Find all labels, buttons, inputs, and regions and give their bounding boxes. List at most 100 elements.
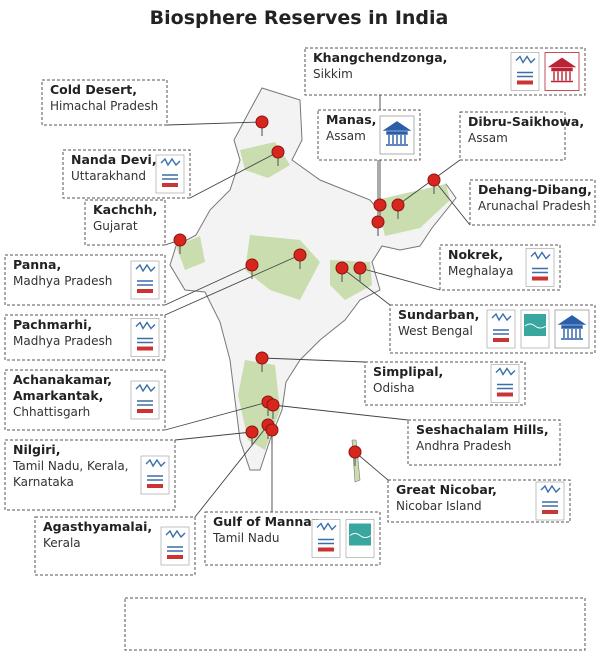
badge-mab [486, 309, 516, 349]
badge-mab [130, 380, 160, 420]
badge-mark [524, 314, 546, 336]
badge-mab [130, 318, 160, 357]
pin-head [173, 233, 187, 247]
leader-line [174, 431, 253, 441]
badge-ramsar [345, 519, 375, 558]
pin-head [391, 198, 405, 212]
reserve-state: Tamil Nadu, Kerala, [12, 459, 129, 473]
reserve-box [469, 179, 596, 226]
leader-line [341, 267, 391, 306]
reserve-state: Tamil Nadu [212, 531, 279, 545]
badge-frame [525, 248, 555, 287]
pin-head [293, 248, 307, 262]
badge-frame [140, 455, 170, 495]
reserve-name: Khangchendzonga, [313, 50, 447, 65]
badge-stripe [137, 346, 153, 351]
reserve-box [41, 79, 168, 126]
badge-stripe [517, 80, 533, 85]
badge-unesco-natural [554, 309, 590, 349]
leader-line [164, 264, 253, 306]
reserve-state: Sikkim [313, 67, 353, 81]
reserve-state: Assam [468, 131, 508, 145]
reserve-name: Nilgiri, [13, 442, 60, 457]
reserve-state: Arunachal Pradesh [478, 199, 591, 213]
badge-stripe [137, 289, 153, 293]
badge-frame [130, 318, 160, 357]
badge-mark [316, 522, 337, 545]
badge-mab [311, 519, 341, 558]
badge-mark [349, 523, 371, 546]
badge-stripe [532, 276, 548, 281]
badge-mark [495, 367, 516, 390]
badge-mark [145, 458, 166, 481]
reserve-name: Gulf of Mannar, [213, 514, 321, 529]
reserve-name: Simplipal, [373, 364, 443, 379]
badge-stripe [542, 510, 558, 514]
badge-frame [535, 481, 565, 521]
pin-head [353, 261, 367, 275]
pin-head [271, 145, 285, 159]
reserve-name: Nanda Devi, [71, 152, 157, 167]
reserve-box [407, 419, 561, 466]
badge-temple [382, 121, 412, 146]
reserve-state: Odisha [373, 381, 415, 395]
badge-frame [486, 309, 516, 349]
badge-mark [491, 312, 512, 335]
badge-mark [530, 251, 551, 274]
reserve-name: Dibru-Saikhowa, [468, 114, 584, 129]
badge-mark [135, 263, 156, 286]
reserve-name: Dehang-Dibang, [478, 182, 592, 197]
pin-head [255, 115, 269, 129]
reserve-state: Nicobar Island [396, 499, 482, 513]
badge-mab [155, 154, 185, 194]
leader-line [166, 121, 263, 126]
pin-head [427, 173, 441, 187]
leader-line [354, 451, 389, 481]
badge-mab [510, 52, 540, 91]
badge-frame [130, 260, 160, 300]
badge-temple [557, 315, 587, 340]
badge-mab [525, 248, 555, 287]
reserve-name: Pachmarhi, [13, 317, 92, 332]
reserve-box [459, 111, 566, 161]
leader-line [433, 179, 471, 226]
badge-temple [547, 57, 577, 83]
leader-line [272, 404, 409, 421]
badge-mab [130, 260, 160, 300]
badge-mab [140, 455, 170, 495]
reserve-state: West Bengal [398, 324, 473, 338]
badge-mark [165, 529, 186, 552]
badge-mark [135, 383, 156, 406]
reserve-name: Great Nicobar, [396, 482, 497, 497]
reserve-state: Karnataka [13, 475, 74, 489]
reserve-box [84, 199, 166, 246]
reserve-state: Assam [326, 129, 366, 143]
reserve-state: Himachal Pradesh [50, 99, 158, 113]
badge-frame [130, 380, 160, 420]
badge-frame [160, 526, 190, 566]
badge-mark [135, 321, 156, 344]
reserve-name: Cold Desert, [50, 82, 137, 97]
pin-head [266, 398, 280, 412]
reserve-state: Chhattisgarh [13, 405, 90, 419]
pin-head [373, 198, 387, 212]
reserve-name: Sundarban, [398, 307, 479, 322]
reserve-name: Panna, [13, 257, 61, 272]
badge-frame [155, 154, 185, 194]
badge-stripe [137, 409, 153, 413]
badge-mark [160, 157, 181, 180]
reserve-name: Kachchh, [93, 202, 157, 217]
badge-stripe [493, 338, 509, 342]
reserve-name: Amarkantak, [13, 388, 103, 403]
badge-mark [515, 55, 536, 78]
reserve-name: Achanakamar, [13, 372, 112, 387]
badge-mark [540, 484, 561, 507]
leader-line [194, 424, 269, 518]
leader-line [261, 357, 366, 363]
leader-line [164, 254, 301, 316]
badge-frame [490, 364, 520, 403]
leader-line [359, 267, 441, 291]
badge-stripe [318, 547, 334, 552]
reserve-name: Manas, [326, 112, 376, 127]
badge-stripe [497, 392, 513, 397]
